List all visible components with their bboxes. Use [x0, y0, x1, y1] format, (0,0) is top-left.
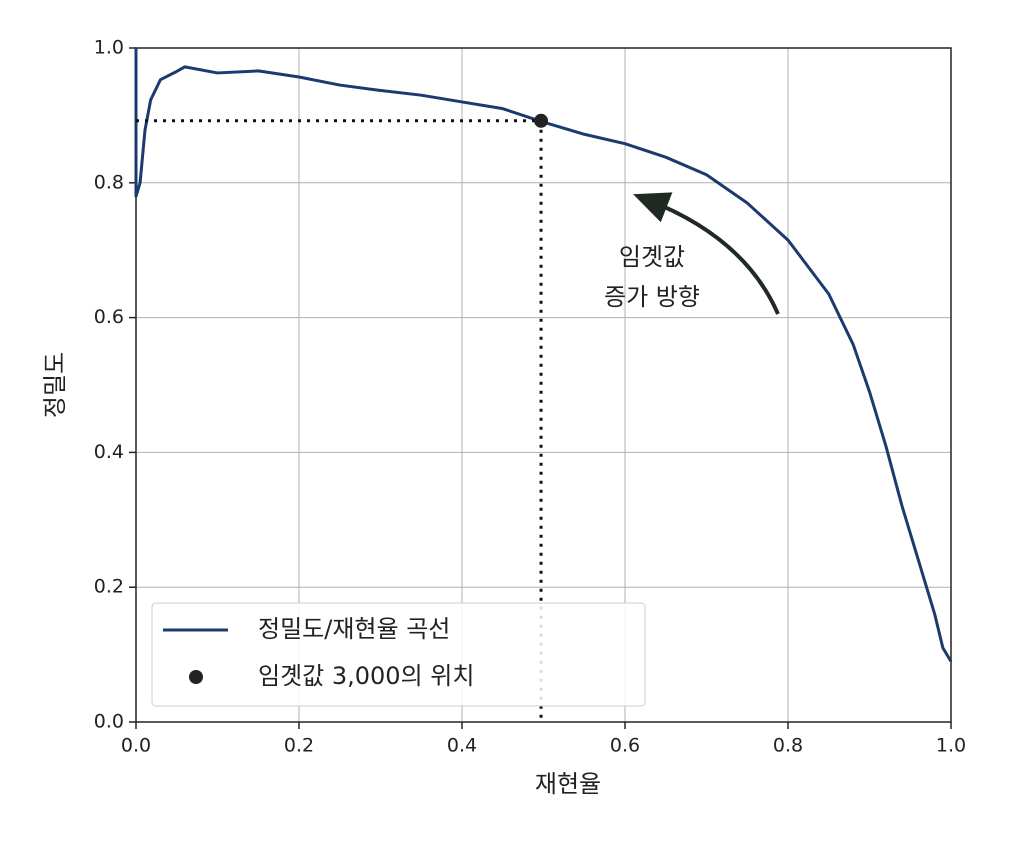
- curve: [134, 48, 953, 663]
- y-axis-label: 정밀도: [41, 352, 69, 418]
- y-tick-label: 0.4: [94, 441, 124, 463]
- legend-label: 임곗값 3,000의 위치: [258, 662, 474, 690]
- x-tick-label: 0.6: [610, 735, 640, 757]
- y-tick-label: 0.6: [94, 306, 124, 328]
- x-tick-label: 0.4: [447, 735, 477, 757]
- x-tick-label: 0.0: [121, 735, 151, 757]
- y-tick-label: 1.0: [94, 37, 124, 59]
- plot-frame: [135, 47, 952, 723]
- legend-box: [151, 602, 646, 707]
- threshold-point: [534, 113, 549, 128]
- y-tick-label: 0.2: [94, 576, 124, 598]
- legend-swatch: [189, 670, 203, 684]
- x-tick-label: 1.0: [936, 735, 966, 757]
- x-axis-label: 재현율: [535, 770, 601, 798]
- y-tick-label: 0.8: [94, 171, 124, 193]
- x-tick-label: 0.8: [773, 735, 803, 757]
- annotation: 임곗값 증가 방향: [604, 243, 700, 311]
- x-tick-label: 0.2: [284, 735, 314, 757]
- annotation-arrow: [633, 192, 780, 315]
- legend-label: 정밀도/재현율 곡선: [258, 615, 450, 643]
- y-tick-label: 0.0: [94, 711, 124, 733]
